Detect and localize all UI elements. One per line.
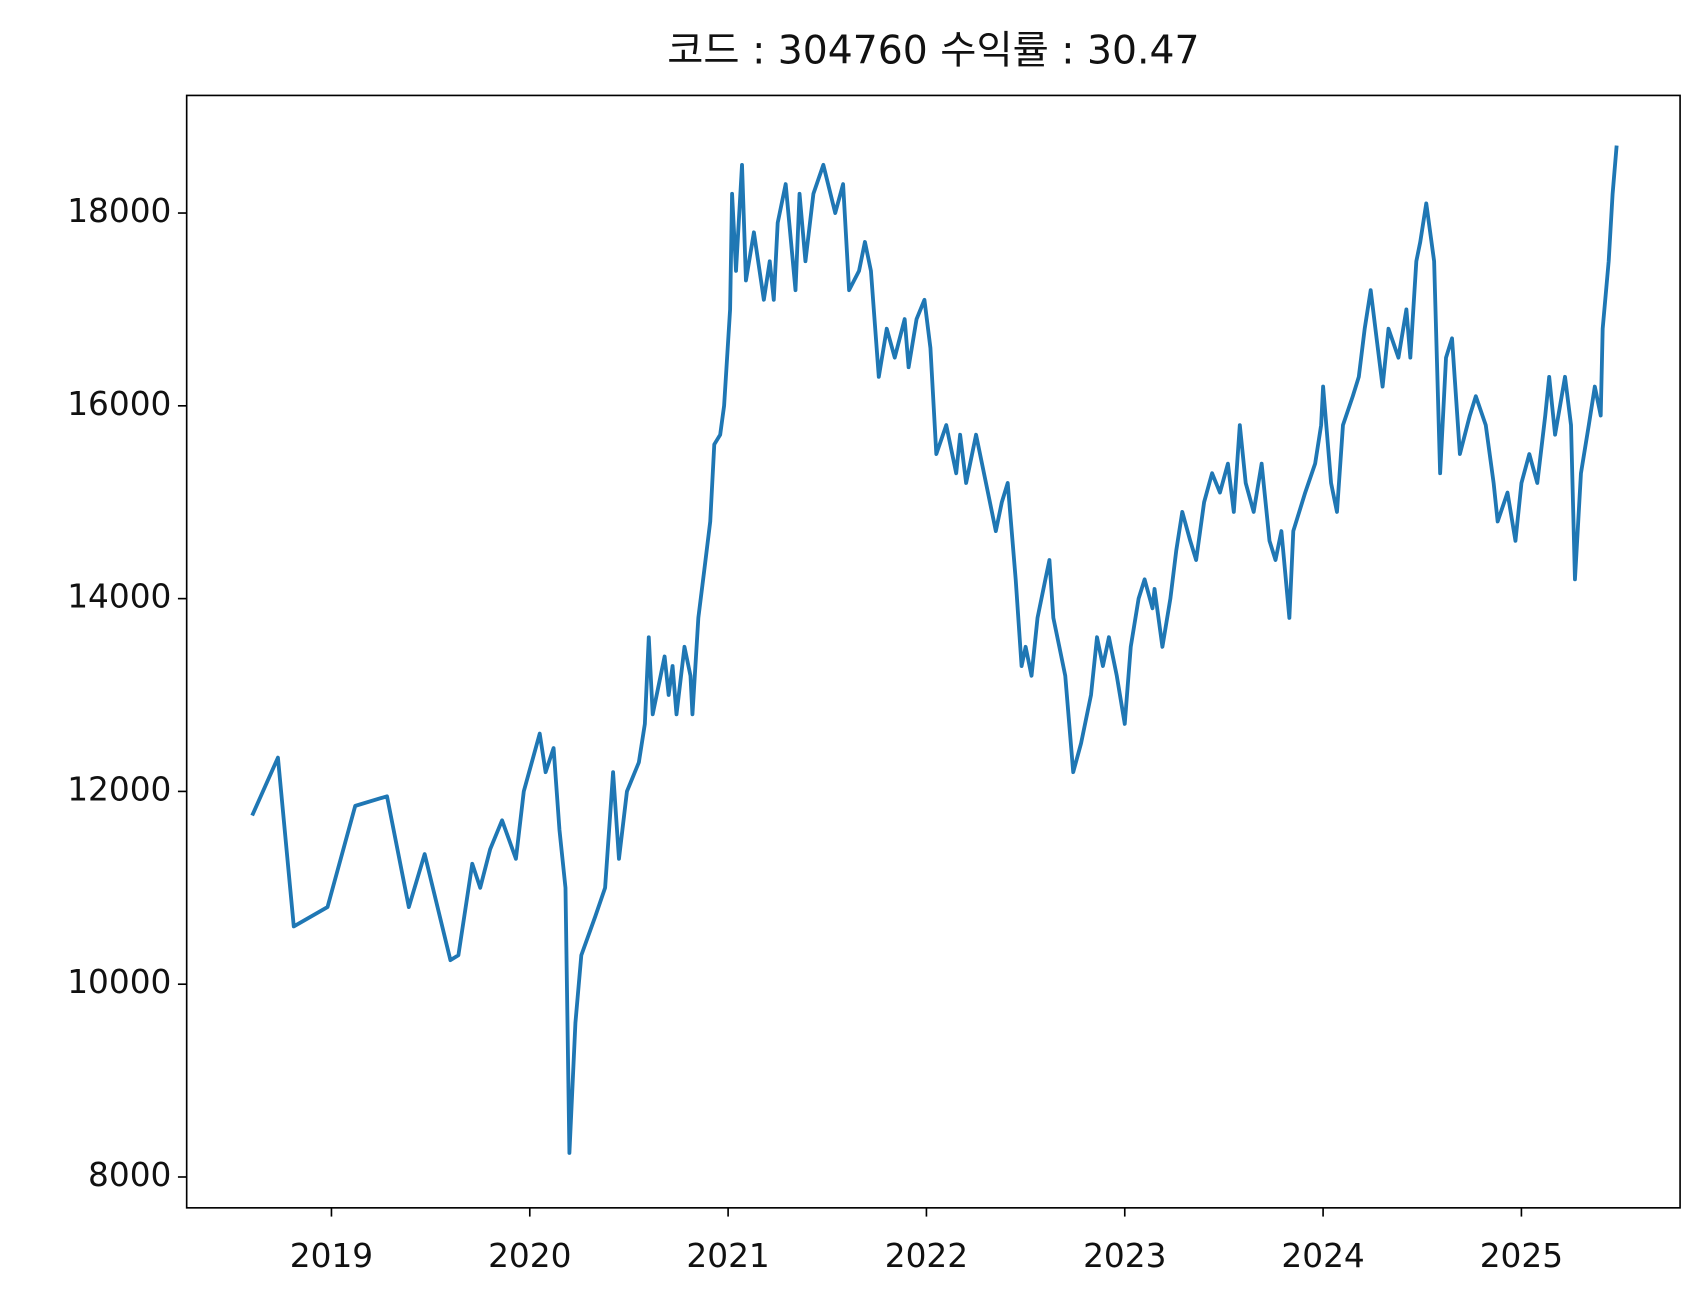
y-tick-label: 10000 xyxy=(67,963,171,1001)
y-tick-label: 14000 xyxy=(67,578,171,616)
y-tick-label: 12000 xyxy=(67,770,171,808)
y-tick-label: 18000 xyxy=(67,192,171,230)
y-tick-label: 16000 xyxy=(67,385,171,423)
x-tick-label: 2023 xyxy=(1083,1237,1166,1275)
y-tick-label: 8000 xyxy=(88,1156,171,1194)
x-tick-label: 2019 xyxy=(290,1237,373,1275)
plot-frame xyxy=(185,94,1681,1209)
price-line xyxy=(250,145,1619,1155)
x-tick-label: 2024 xyxy=(1281,1237,1364,1275)
chart-title: 코드 : 304760 수익률 : 30.47 xyxy=(667,28,1199,73)
x-tick-label: 2020 xyxy=(488,1237,571,1275)
x-tick-label: 2021 xyxy=(686,1237,769,1275)
x-tick-label: 2022 xyxy=(885,1237,968,1275)
x-tick-label: 2025 xyxy=(1480,1237,1563,1275)
